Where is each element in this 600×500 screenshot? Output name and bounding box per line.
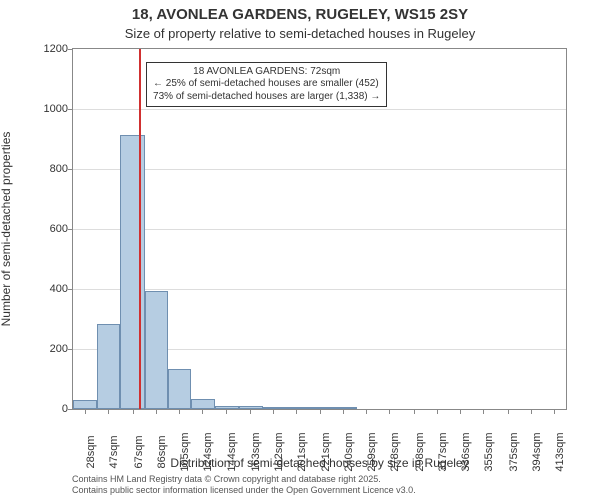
ytick-label: 1200	[28, 43, 68, 55]
ytick-mark	[68, 229, 73, 230]
xtick-mark	[273, 409, 274, 414]
xtick-mark	[366, 409, 367, 414]
xtick-mark	[179, 409, 180, 414]
xtick-mark	[250, 409, 251, 414]
xtick-label: 124sqm	[202, 432, 214, 471]
plot-area: 18 AVONLEA GARDENS: 72sqm← 25% of semi-d…	[72, 48, 567, 410]
xtick-label: 182sqm	[273, 432, 285, 471]
grid-line	[73, 109, 566, 110]
xtick-mark	[226, 409, 227, 414]
xtick-label: 394sqm	[531, 432, 543, 471]
xtick-label: 221sqm	[320, 432, 332, 471]
xtick-mark	[108, 409, 109, 414]
xtick-label: 86sqm	[156, 435, 168, 468]
grid-line	[73, 229, 566, 230]
xtick-mark	[414, 409, 415, 414]
xtick-label: 278sqm	[389, 432, 401, 471]
xtick-label: 67sqm	[133, 435, 145, 468]
ytick-mark	[68, 349, 73, 350]
xtick-label: 144sqm	[226, 432, 238, 471]
histogram-bar	[120, 135, 144, 410]
ytick-label: 800	[28, 163, 68, 175]
histogram-bar	[286, 407, 309, 409]
ytick-mark	[68, 289, 73, 290]
xtick-label: 105sqm	[179, 432, 191, 471]
xtick-mark	[320, 409, 321, 414]
histogram-bar	[333, 407, 356, 409]
xtick-mark	[389, 409, 390, 414]
xtick-label: 375sqm	[508, 432, 520, 471]
xtick-label: 28sqm	[85, 435, 97, 468]
ytick-label: 0	[28, 403, 68, 415]
xtick-label: 47sqm	[108, 435, 120, 468]
xtick-mark	[156, 409, 157, 414]
info-box: 18 AVONLEA GARDENS: 72sqm← 25% of semi-d…	[146, 62, 387, 108]
xtick-label: 336sqm	[460, 432, 472, 471]
xtick-label: 298sqm	[414, 432, 426, 471]
xtick-mark	[508, 409, 509, 414]
xtick-label: 259sqm	[366, 432, 378, 471]
histogram-bar	[168, 369, 191, 410]
xtick-label: 163sqm	[250, 432, 262, 471]
xtick-label: 201sqm	[296, 432, 308, 471]
ytick-label: 1000	[28, 103, 68, 115]
xtick-mark	[460, 409, 461, 414]
histogram-bar	[191, 399, 215, 410]
xtick-mark	[296, 409, 297, 414]
reference-line	[139, 49, 141, 409]
xtick-mark	[437, 409, 438, 414]
info-box-line: 73% of semi-detached houses are larger (…	[153, 91, 380, 104]
chart-title: 18, AVONLEA GARDENS, RUGELEY, WS15 2SY	[0, 6, 600, 23]
ytick-mark	[68, 49, 73, 50]
histogram-bar	[263, 407, 286, 409]
ytick-mark	[68, 409, 73, 410]
xtick-mark	[85, 409, 86, 414]
xtick-label: 317sqm	[437, 432, 449, 471]
xtick-label: 355sqm	[483, 432, 495, 471]
histogram-bar	[239, 406, 263, 409]
ytick-label: 400	[28, 283, 68, 295]
xtick-mark	[531, 409, 532, 414]
footer-line2: Contains public sector information licen…	[72, 485, 416, 496]
histogram-bar	[309, 407, 333, 409]
xtick-mark	[343, 409, 344, 414]
histogram-bar	[97, 324, 120, 410]
ytick-label: 200	[28, 343, 68, 355]
histogram-bar	[145, 291, 168, 410]
histogram-bar	[73, 400, 97, 409]
chart-container: { "chart": { "type": "histogram", "title…	[0, 0, 600, 500]
footer-attribution: Contains HM Land Registry data © Crown c…	[72, 474, 416, 496]
ytick-label: 600	[28, 223, 68, 235]
xtick-mark	[202, 409, 203, 414]
ytick-mark	[68, 109, 73, 110]
chart-subtitle: Size of property relative to semi-detach…	[0, 26, 600, 41]
info-box-line: 18 AVONLEA GARDENS: 72sqm	[153, 66, 380, 79]
xtick-mark	[483, 409, 484, 414]
info-box-line: ← 25% of semi-detached houses are smalle…	[153, 78, 380, 91]
xtick-mark	[554, 409, 555, 414]
footer-line1: Contains HM Land Registry data © Crown c…	[72, 474, 416, 485]
xtick-label: 413sqm	[554, 432, 566, 471]
ytick-mark	[68, 169, 73, 170]
y-axis-label: Number of semi-detached properties	[0, 132, 13, 327]
xtick-mark	[133, 409, 134, 414]
grid-line	[73, 169, 566, 170]
xtick-label: 240sqm	[343, 432, 355, 471]
